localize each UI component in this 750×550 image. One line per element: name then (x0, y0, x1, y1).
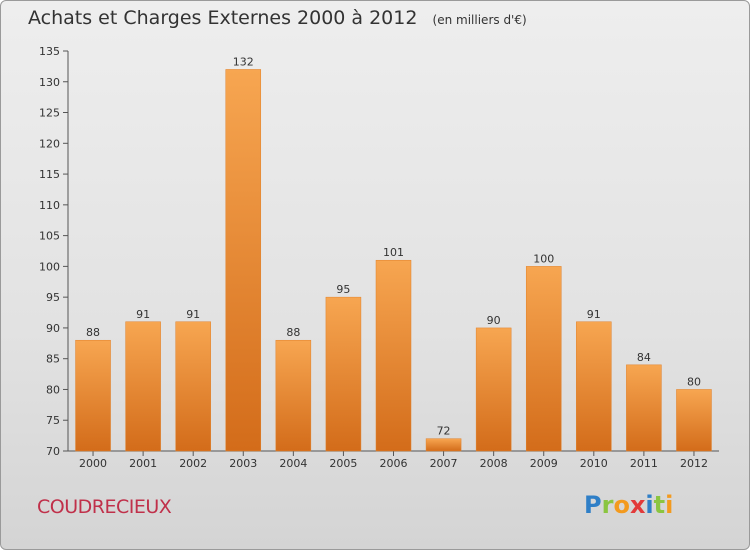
bar (576, 321, 612, 452)
bar-value-label: 91 (186, 308, 200, 321)
bar-value-label: 88 (86, 326, 100, 339)
chart-title-block: Achats et Charges Externes 2000 à 2012 (… (28, 7, 527, 29)
logo-letter: P (584, 491, 602, 519)
bar-value-label: 72 (437, 425, 451, 438)
x-tick-label: 2004 (279, 457, 307, 470)
y-tick-label: 135 (39, 45, 60, 58)
bar (375, 259, 412, 452)
bar (626, 364, 662, 452)
x-tick-label: 2009 (530, 457, 558, 470)
bar (125, 321, 161, 452)
bar-value-label: 84 (637, 351, 651, 364)
bar-value-label: 91 (136, 308, 150, 321)
bar-value-label: 100 (533, 252, 554, 265)
y-tick-label: 70 (46, 445, 60, 458)
bar-value-label: 91 (587, 308, 601, 321)
y-tick-label: 80 (46, 383, 60, 396)
commune-name: COUDRECIEUX (37, 496, 172, 518)
bar (676, 389, 712, 452)
y-tick-label: 105 (39, 230, 60, 243)
x-tick-label: 2006 (380, 457, 408, 470)
bar (425, 438, 462, 452)
bar (175, 321, 211, 452)
x-tick-label: 2008 (480, 457, 508, 470)
x-tick-label: 2001 (129, 457, 157, 470)
bar-value-label: 90 (487, 314, 501, 327)
bar-value-label: 95 (336, 283, 350, 296)
logo-letter: i (645, 491, 654, 519)
y-tick-label: 120 (39, 137, 60, 150)
x-tick-label: 2012 (680, 457, 708, 470)
bar-value-label: 88 (286, 326, 300, 339)
y-tick-label: 130 (39, 76, 60, 89)
y-tick-label: 100 (39, 260, 60, 273)
x-tick-label: 2002 (179, 457, 207, 470)
x-tick-label: 2005 (329, 457, 357, 470)
x-tick-label: 2007 (430, 457, 458, 470)
x-tick-label: 2010 (580, 457, 608, 470)
bar (75, 339, 111, 452)
y-tick-label: 90 (46, 322, 60, 335)
y-tick-label: 125 (39, 107, 60, 120)
bar (525, 266, 562, 452)
y-tick-label: 95 (46, 291, 60, 304)
x-tick-label: 2011 (630, 457, 658, 470)
bar-value-label: 101 (383, 246, 404, 259)
bar (275, 339, 312, 452)
bar (475, 327, 512, 452)
x-tick-label: 2000 (79, 457, 107, 470)
y-tick-label: 115 (39, 168, 60, 181)
bar-value-label: 80 (687, 375, 701, 388)
y-tick-label: 75 (46, 414, 60, 427)
bar (325, 296, 362, 452)
logo-letter: i (665, 491, 674, 519)
y-tick-label: 110 (39, 199, 60, 212)
logo-letter: r (601, 491, 614, 519)
bar (225, 69, 262, 452)
chart-title: Achats et Charges Externes 2000 à 2012 (28, 7, 418, 29)
chart-subtitle: (en milliers d'€) (432, 13, 527, 27)
x-tick-label: 2003 (229, 457, 257, 470)
logo-letter: o (613, 491, 630, 519)
logo-letter: x (629, 491, 646, 519)
logo-letter: t (653, 491, 666, 519)
proxiti-logo: Proxiti (584, 491, 673, 519)
y-tick-label: 85 (46, 353, 60, 366)
bar-value-label: 132 (233, 55, 254, 68)
